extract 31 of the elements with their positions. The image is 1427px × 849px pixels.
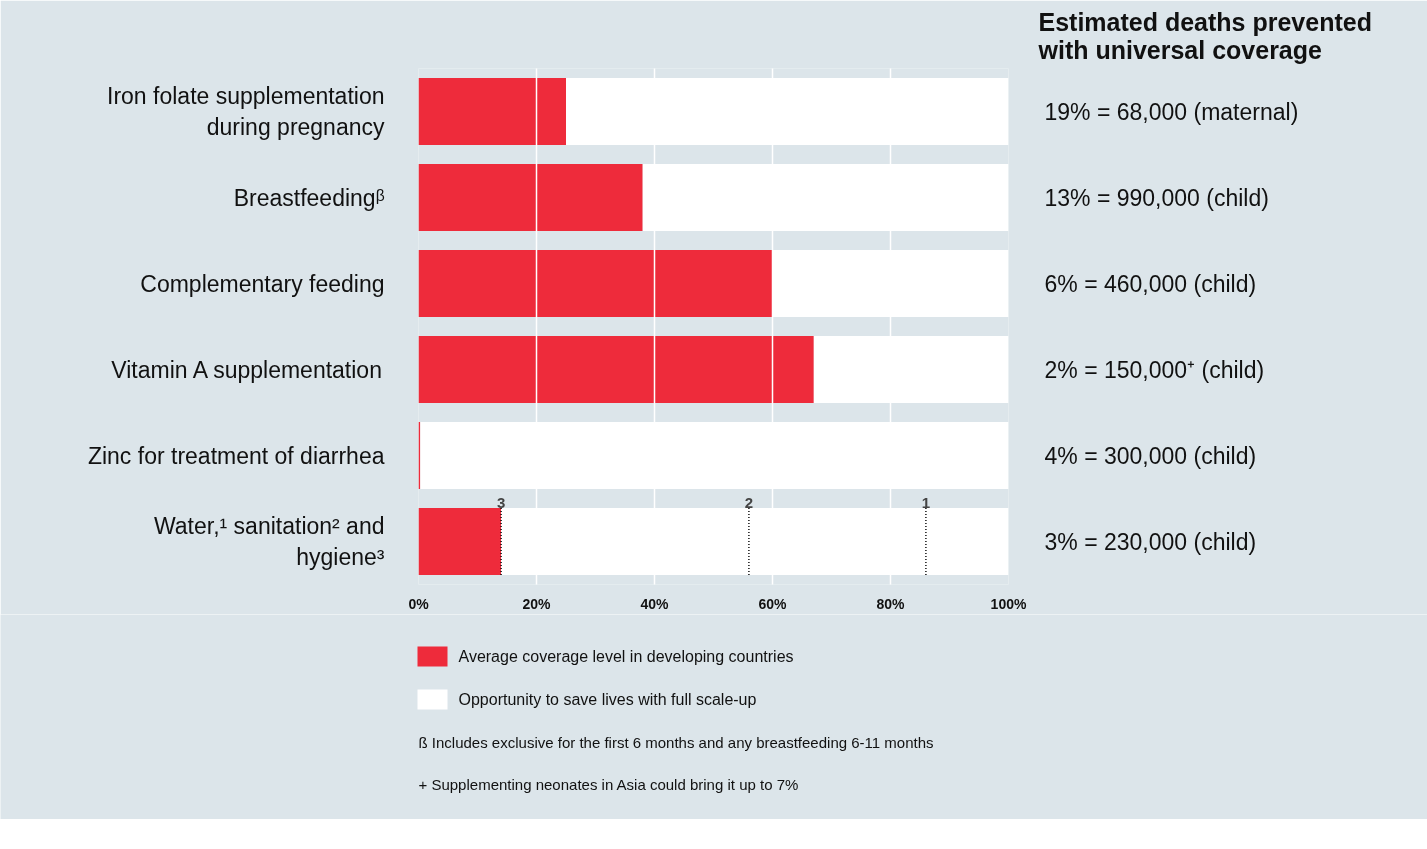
legend-label: Opportunity to save lives with full scale-up: [458, 691, 757, 708]
y-tick-label: Vitamin A supplementation: [111, 356, 382, 383]
annotation: 1: [921, 493, 931, 511]
x-tick-label: 60%: [758, 595, 788, 612]
bar: [418, 335, 814, 404]
y-tick-label: Water,¹ sanitation² and hygiene³: [153, 512, 385, 571]
text: 13% = 990,000 (child): [1044, 184, 1269, 211]
x-tick-label: 40%: [640, 595, 670, 612]
y-tick-label: Breastfeedingᵝ: [233, 184, 385, 211]
y-tick-label: Iron folate supplementation during pregnancy: [107, 82, 385, 141]
x-tick-label: 20%: [522, 595, 552, 612]
text: 3% = 230,000 (child): [1044, 528, 1257, 555]
y-tick-label: Complementary feeding: [140, 270, 385, 297]
annotation: 3: [496, 493, 506, 511]
text: Estimated deaths prevented with universal coverage: [1037, 7, 1372, 64]
x-tick-label: 80%: [876, 595, 906, 612]
text: ß Includes exclusive for the first 6 months and any breastfeeding 6-11 months: [418, 734, 934, 751]
bar: [418, 507, 502, 576]
text: 2% = 150,000⁺ (child): [1044, 356, 1265, 383]
bar: [418, 77, 566, 146]
x-tick-label: 0%: [408, 595, 430, 612]
text: 6% = 460,000 (child): [1044, 270, 1257, 297]
text: 4% = 300,000 (child): [1044, 442, 1257, 469]
legend-label: Average coverage level in developing countries: [458, 648, 794, 665]
bar: [418, 163, 643, 232]
bar: [418, 249, 773, 318]
y-tick-label: Zinc for treatment of diarrhea: [87, 442, 385, 469]
annotation: 2: [744, 493, 754, 511]
text: + Supplementing neonates in Asia could bring it up to 7%: [418, 776, 799, 793]
x-tick-label: 100%: [990, 595, 1027, 612]
text: 19% = 68,000 (maternal): [1044, 98, 1299, 125]
